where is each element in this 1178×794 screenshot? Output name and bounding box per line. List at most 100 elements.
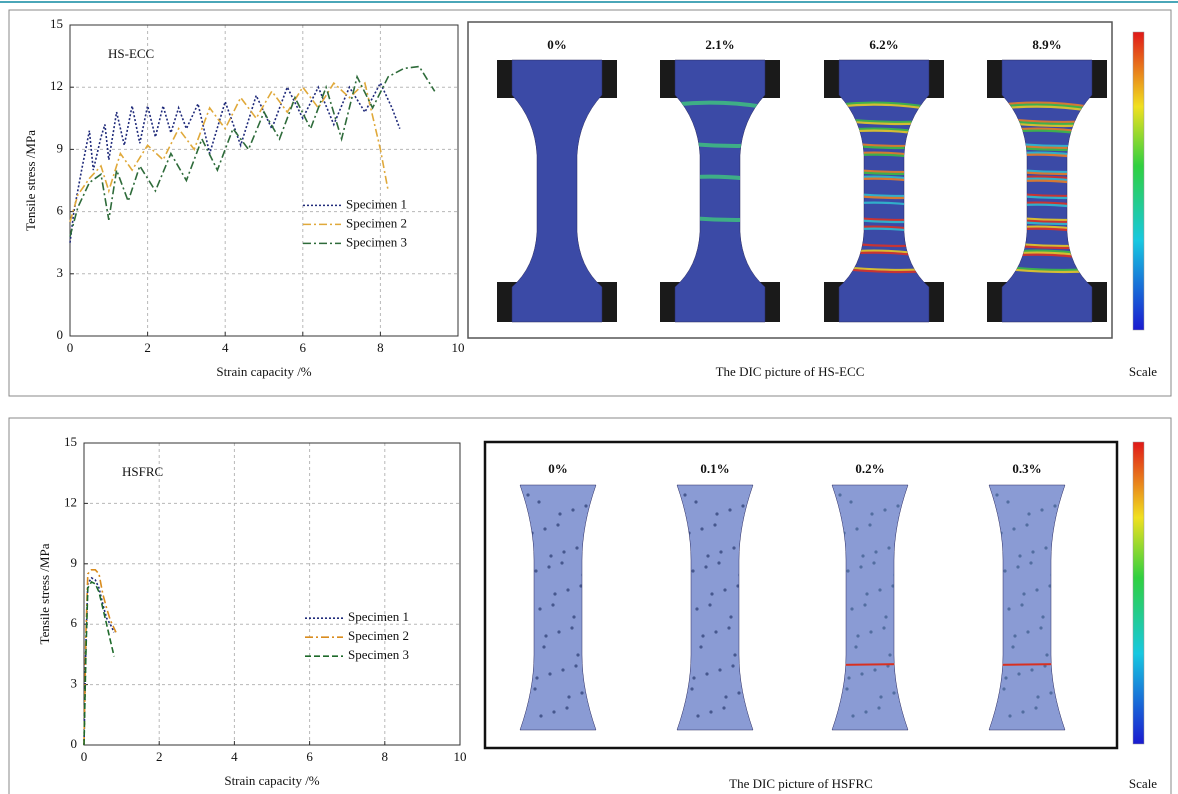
speckle — [547, 565, 551, 569]
panel-border — [8, 9, 1172, 397]
speckle — [1022, 592, 1026, 596]
speckle — [571, 508, 575, 512]
speckle — [533, 687, 537, 691]
speckle — [1021, 710, 1025, 714]
panel-border — [8, 417, 1172, 794]
strain-label: 0% — [548, 461, 568, 476]
strain-label: 6.2% — [869, 37, 898, 52]
specimen — [511, 59, 603, 323]
speckle — [882, 626, 886, 630]
speckle — [1027, 512, 1031, 516]
speckle — [694, 500, 698, 504]
strain-label: 0.3% — [1012, 461, 1041, 476]
speckle — [560, 561, 564, 565]
x-tick-label: 0 — [67, 340, 74, 355]
y-axis-label: Tensile stress /MPa — [37, 543, 52, 644]
strain-label: 2.1% — [705, 37, 734, 52]
speckle — [538, 607, 542, 611]
series-line — [69, 65, 436, 237]
speckle — [699, 645, 703, 649]
specimen — [831, 484, 909, 731]
speckle — [859, 565, 863, 569]
speckle — [729, 615, 733, 619]
speckle — [705, 672, 709, 676]
speckle — [704, 565, 708, 569]
speckle — [553, 592, 557, 596]
speckle — [732, 546, 736, 550]
speckle — [549, 554, 553, 558]
speckle — [1020, 603, 1024, 607]
speckle — [570, 626, 574, 630]
y-tick-label: 12 — [50, 78, 63, 93]
speckle — [1016, 565, 1020, 569]
speckle — [1008, 714, 1012, 718]
speckle — [884, 615, 888, 619]
legend-label: Specimen 2 — [346, 215, 407, 230]
strain-label: 0% — [547, 37, 567, 52]
speckle — [887, 546, 891, 550]
specimen — [988, 484, 1066, 731]
speckle — [542, 645, 546, 649]
speckle — [888, 653, 892, 657]
speckle — [723, 588, 727, 592]
speckle — [896, 504, 900, 508]
speckle — [1039, 626, 1043, 630]
strain-label: 8.9% — [1032, 37, 1061, 52]
speckle — [710, 592, 714, 596]
series-line — [83, 580, 115, 746]
speckle — [584, 504, 588, 508]
y-tick-label: 9 — [71, 555, 78, 570]
speckle — [552, 710, 556, 714]
speckle — [537, 500, 541, 504]
speckle — [872, 561, 876, 565]
speckle — [731, 664, 735, 668]
y-tick-label: 6 — [57, 203, 64, 218]
x-tick-label: 6 — [306, 749, 313, 764]
speckle — [873, 668, 877, 672]
y-tick-label: 15 — [64, 434, 77, 449]
speckle — [1013, 634, 1017, 638]
y-axis-label: Tensile stress /MPa — [23, 130, 38, 231]
speckle — [1006, 500, 1010, 504]
x-tick-label: 2 — [156, 749, 163, 764]
speckle — [863, 603, 867, 607]
speckle — [895, 622, 899, 626]
speckle — [535, 676, 539, 680]
x-tick-label: 8 — [382, 749, 389, 764]
specimen — [519, 484, 597, 731]
series-line — [69, 81, 389, 223]
speckle — [566, 588, 570, 592]
speckle — [728, 508, 732, 512]
speckle — [846, 569, 850, 573]
speckle — [1035, 588, 1039, 592]
speckle — [526, 493, 530, 497]
speckle — [1017, 672, 1021, 676]
speckle — [892, 691, 896, 695]
specimen — [674, 59, 766, 323]
speckle — [548, 672, 552, 676]
speckle — [1011, 645, 1015, 649]
speckle — [874, 550, 878, 554]
speckle — [690, 687, 694, 691]
speckle — [585, 611, 589, 615]
speckle — [856, 634, 860, 638]
x-axis-label: Strain capacity /% — [224, 773, 319, 788]
speckle — [738, 573, 742, 577]
speckle — [722, 706, 726, 710]
speckle — [556, 523, 560, 527]
speckle — [1004, 676, 1008, 680]
legend-label: Specimen 3 — [346, 234, 407, 249]
dic-frame — [467, 21, 1113, 339]
x-tick-label: 0 — [81, 749, 88, 764]
crack — [989, 663, 1065, 666]
speckle — [718, 668, 722, 672]
speckle — [1044, 546, 1048, 550]
speckle — [737, 691, 741, 695]
y-tick-label: 3 — [71, 676, 78, 691]
speckle — [714, 630, 718, 634]
y-tick-label: 3 — [57, 265, 64, 280]
speckle — [1030, 668, 1034, 672]
speckle — [855, 527, 859, 531]
speckle — [529, 649, 533, 653]
